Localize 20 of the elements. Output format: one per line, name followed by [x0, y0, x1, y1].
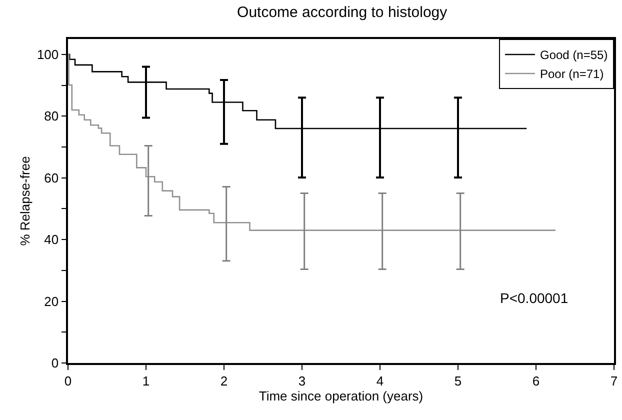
y-tick-label: 80: [44, 108, 59, 124]
y-tick-label: 20: [44, 294, 59, 309]
x-tick-label: 6: [532, 373, 540, 388]
y-tick-label: 0: [51, 356, 59, 371]
x-tick-label: 4: [376, 373, 384, 388]
x-tick-label: 3: [298, 373, 306, 388]
chart-title: Outcome according to histology: [237, 4, 448, 21]
x-tick-label: 2: [220, 373, 228, 388]
y-axis-title: % Relapse-free: [17, 156, 32, 246]
legend-label: Poor (n=71): [540, 67, 604, 82]
x-tick-label: 0: [64, 373, 72, 388]
y-tick-label: 40: [44, 232, 59, 248]
legend-label: Good (n=55): [540, 48, 608, 62]
y-tick-label: 60: [44, 170, 59, 186]
y-tick-label: 100: [36, 46, 59, 62]
annotation: P<0.00001: [500, 290, 568, 306]
x-tick-label: 1: [142, 373, 150, 388]
x-tick-label: 5: [454, 373, 462, 388]
x-axis-title: Time since operation (years): [258, 388, 424, 404]
x-tick-label: 7: [610, 373, 618, 388]
